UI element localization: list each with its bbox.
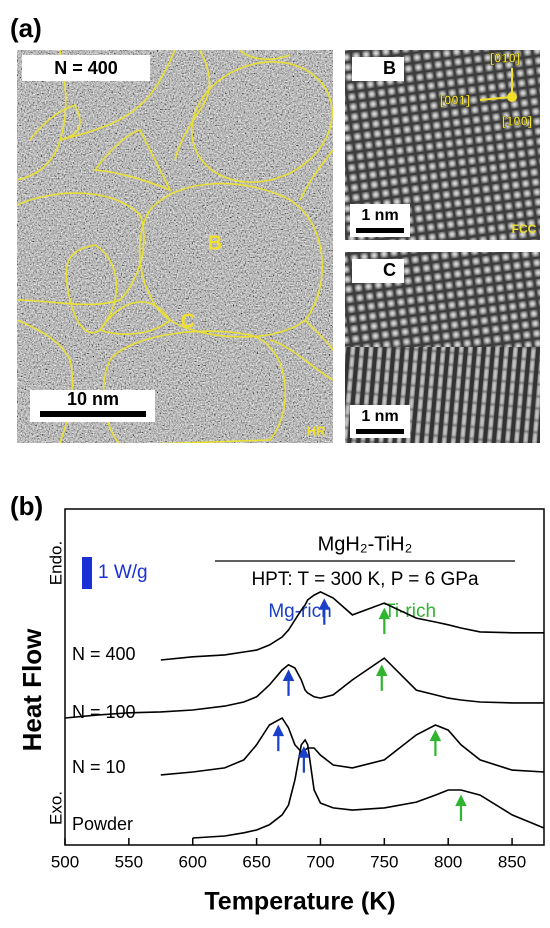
x-tick-label: 550	[115, 852, 143, 871]
peak-arrow	[272, 724, 285, 752]
x-tick-label: 750	[370, 852, 398, 871]
chart-subtitle: HPT: T = 300 K, P = 6 GPa	[251, 569, 479, 590]
inset-label: C	[383, 260, 396, 280]
direction-label: [100]	[502, 113, 532, 128]
x-axis-title: Temperature (K)	[204, 888, 395, 916]
y-axis-title: Heat Flow	[17, 628, 47, 752]
series-label: Powder	[72, 814, 133, 834]
x-tick-label: 500	[51, 852, 79, 871]
peak-label: Ti-rich	[384, 601, 436, 622]
inset-label: B	[383, 58, 396, 78]
scale-label: 10 nm	[67, 389, 119, 409]
direction-label: [001]	[440, 92, 470, 107]
label-box	[352, 259, 404, 283]
peak-arrow	[318, 598, 331, 625]
point-label: B	[208, 232, 222, 254]
label-box	[352, 57, 404, 81]
scale-label: 1 W/g	[98, 562, 148, 583]
peak-arrow	[455, 794, 467, 821]
series-label: N = 400	[72, 644, 136, 664]
peak-arrow	[429, 729, 442, 756]
x-tick-label: 700	[306, 852, 334, 871]
series-label: N = 10	[72, 757, 126, 777]
inset-c: C 1 nm	[345, 252, 540, 443]
structure-label: FCC	[512, 222, 537, 236]
endo-label: Endo.	[46, 541, 65, 585]
peak-arrow	[282, 669, 295, 696]
direction-label: [010]	[490, 50, 520, 65]
chart-title: MgH₂-TiH₂	[318, 533, 413, 555]
heat-flow-curve	[160, 716, 545, 776]
scale-label: 1 nm	[361, 207, 398, 224]
scale-bar	[40, 411, 146, 417]
heat-flow-curve	[192, 738, 545, 839]
panel-label: (b)	[10, 491, 43, 521]
peak-arrow	[378, 607, 391, 635]
series-label: N = 100	[72, 702, 136, 722]
axis-line	[479, 96, 513, 101]
x-tick-label: 850	[498, 852, 526, 871]
scale-label: 1 nm	[361, 408, 398, 425]
inset-b: B [010] [001] [100] 1 nm FCC	[345, 50, 540, 240]
scale-bar	[356, 228, 404, 233]
peak-arrow	[375, 664, 388, 691]
peak-arrow	[298, 746, 310, 773]
heat-flow-curve	[160, 591, 544, 661]
tem-background	[17, 50, 333, 443]
plot-frame	[64, 508, 545, 846]
x-tick-label: 800	[434, 852, 462, 871]
panel-label: (a)	[10, 13, 42, 43]
point-label: C	[181, 310, 195, 332]
x-tick-label: 650	[242, 852, 270, 871]
label-box	[22, 55, 150, 81]
grain-boundaries	[17, 50, 333, 443]
tem-image: N = 400 B C 10 nm HR	[17, 50, 333, 443]
heat-flow-curve	[64, 657, 544, 719]
scale-bar	[356, 429, 404, 434]
mode-label: HR	[307, 423, 326, 438]
x-tick-label: 600	[179, 852, 207, 871]
grain-count: N = 400	[54, 58, 118, 78]
axis-origin	[507, 92, 517, 102]
scale-bar	[82, 557, 92, 589]
exo-label: Exo.	[46, 791, 65, 825]
